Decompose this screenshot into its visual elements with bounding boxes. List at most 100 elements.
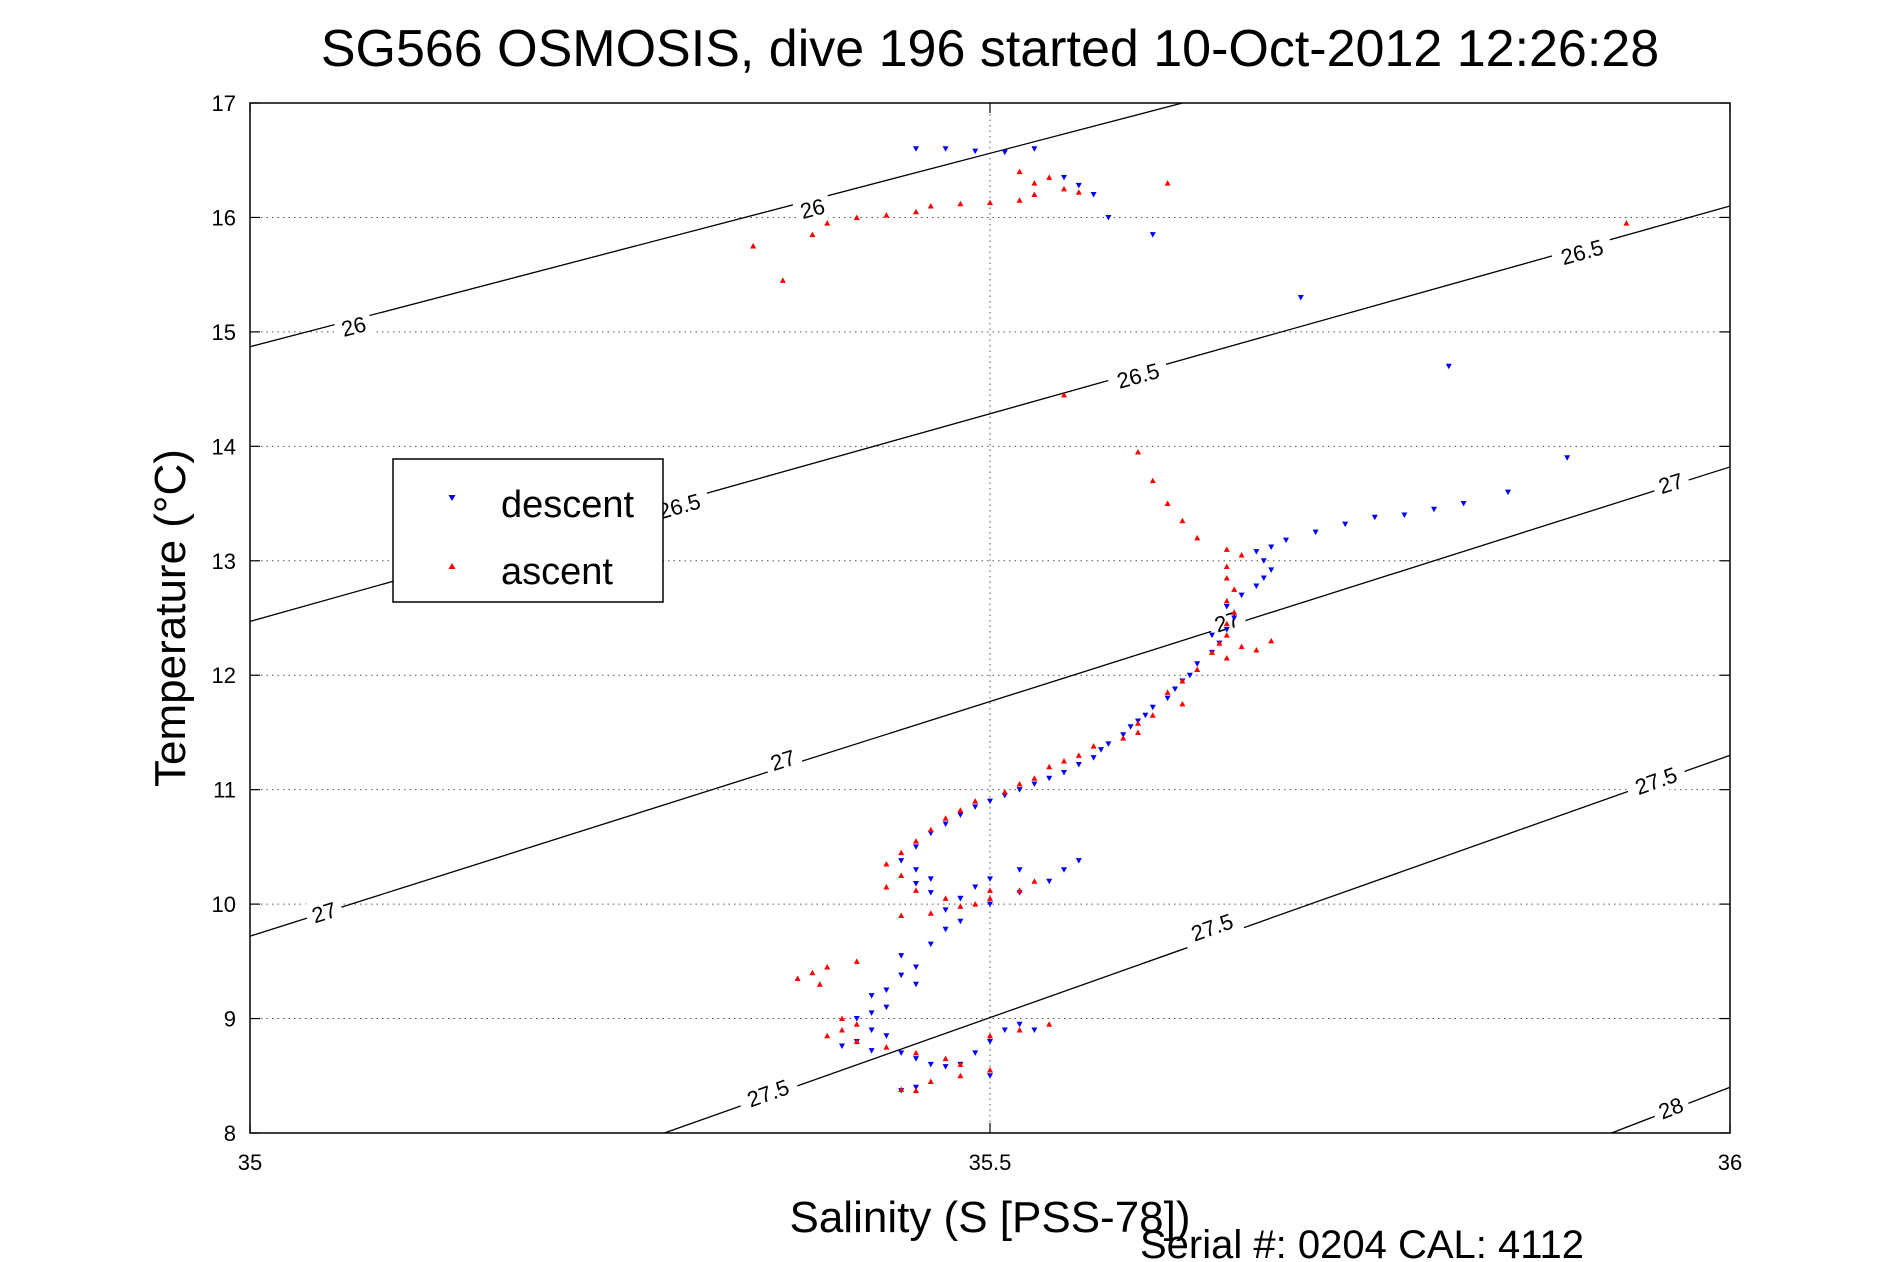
x-tick-label: 35 [238, 1150, 262, 1175]
ascent-point [987, 1067, 993, 1073]
ascent-point [839, 1015, 845, 1022]
y-tick-label: 12 [212, 663, 236, 688]
descent-point [1016, 867, 1023, 873]
descent-point [1001, 1027, 1008, 1033]
descent-point [1268, 567, 1275, 573]
descent-point [942, 1064, 949, 1070]
ascent-point [1016, 780, 1023, 787]
descent-point [913, 1084, 919, 1091]
ascent-point [1223, 597, 1230, 604]
ascent-point [1209, 649, 1215, 655]
contour-label: 26.5 [1558, 234, 1606, 270]
x-tick-label: 35.5 [969, 1150, 1012, 1175]
descent-point [913, 964, 919, 971]
descent-point [927, 890, 934, 896]
ascent-point [883, 861, 890, 867]
descent-point [1505, 489, 1511, 496]
contour-label-bg [735, 1070, 801, 1116]
ascent-point [1179, 700, 1186, 707]
ascent-point [987, 887, 993, 893]
descent-point [1031, 781, 1038, 787]
ascent-point [1223, 620, 1230, 627]
ascent-point [1223, 655, 1230, 661]
ascent-point [1179, 677, 1186, 684]
descent-point [987, 798, 993, 805]
descent-point [868, 1048, 875, 1054]
descent-point [913, 1056, 919, 1062]
ascent-point [809, 231, 816, 238]
ascent-point [794, 975, 801, 981]
ascent-point [1194, 666, 1201, 672]
ascent-point [853, 1021, 860, 1027]
ascent-point [913, 838, 919, 844]
descent-point [1061, 770, 1067, 776]
descent-point [913, 146, 919, 152]
ascent-point [1238, 552, 1245, 558]
ascent-point [1046, 174, 1053, 180]
descent-point [1075, 761, 1082, 768]
descent-point [1209, 632, 1215, 639]
descent-point [1046, 878, 1053, 885]
descent-point [1016, 787, 1023, 793]
ascent-point [987, 199, 993, 206]
contour-label-bg [332, 309, 375, 344]
descent-point [942, 926, 949, 933]
y-tick-label: 9 [224, 1007, 236, 1032]
contour-label: 26 [798, 194, 828, 224]
descent-point [1120, 732, 1127, 738]
descent-point [1253, 549, 1260, 555]
descent-point [1031, 1027, 1038, 1033]
ascent-point [853, 958, 860, 964]
ascent-point [1001, 788, 1008, 795]
ascent-point [957, 1061, 964, 1067]
ascent-point [839, 1027, 845, 1033]
ascent-point [1149, 477, 1156, 484]
ascent-point [957, 807, 964, 813]
ascent-point [1164, 180, 1171, 186]
contour-label-bg [302, 894, 346, 930]
descent-point [957, 812, 964, 818]
ascent-point [1164, 500, 1171, 507]
contour-label-bg [761, 742, 804, 778]
ascent-point [1223, 563, 1230, 569]
ascent-point [1194, 534, 1201, 541]
ascent-point [1135, 720, 1141, 726]
contour-label-bg [791, 191, 834, 226]
descent-point [1260, 558, 1267, 564]
ascent-point [1238, 643, 1245, 650]
descent-point [898, 953, 905, 959]
descent-point [1061, 174, 1067, 181]
y-axis-label: Temperature (°C) [146, 449, 195, 787]
ascent-point [1016, 168, 1023, 175]
descent-point [1046, 775, 1053, 782]
descent-point [913, 867, 919, 873]
descent-point [1231, 615, 1238, 621]
ascent-point [1061, 391, 1067, 398]
ascent-point [824, 1032, 831, 1039]
y-tick-label: 10 [212, 892, 236, 917]
contour-label: 26 [339, 311, 369, 341]
descent-point [972, 884, 979, 890]
ascent-point [927, 1078, 934, 1084]
ascent-point [987, 895, 993, 901]
ascent-point [987, 1032, 993, 1039]
descent-point [1260, 575, 1267, 581]
descent-point [1031, 146, 1038, 152]
ascent-point [824, 964, 831, 970]
descent-point [1401, 512, 1408, 518]
descent-point [839, 1043, 845, 1050]
ascent-point [853, 214, 860, 220]
y-tick-label: 13 [212, 549, 236, 574]
ascent-point [1031, 191, 1038, 198]
ascent-point [816, 981, 823, 987]
ascent-point [853, 1038, 860, 1044]
ascent-point [1253, 647, 1260, 653]
chart-title: SG566 OSMOSIS, dive 196 started 10-Oct-2… [321, 20, 1659, 78]
ascent-point [1231, 609, 1238, 615]
legend-box [392, 458, 664, 603]
contour-label-bg [1649, 465, 1692, 501]
y-tick-label: 17 [212, 91, 236, 116]
descent-point [1098, 747, 1104, 753]
ascent-point [1179, 517, 1186, 524]
